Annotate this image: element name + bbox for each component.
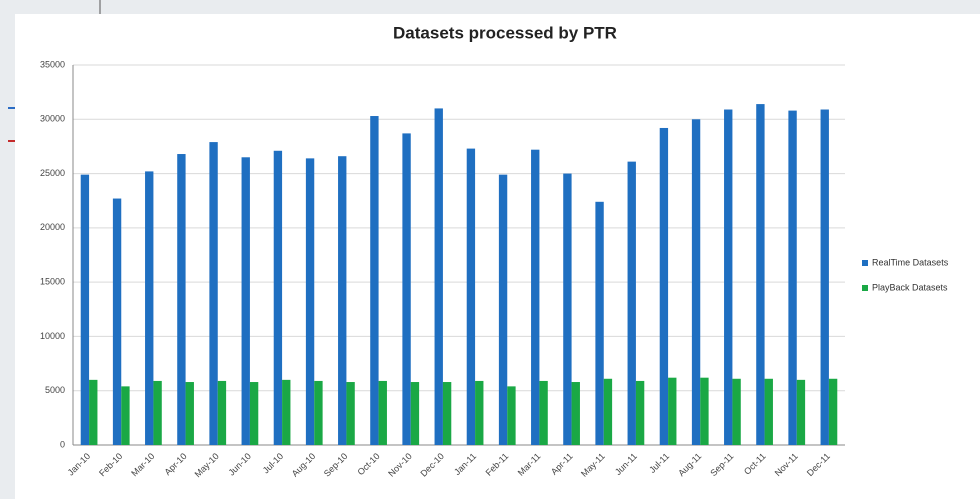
y-tick-label: 25000 [40,168,65,178]
bar [185,382,194,445]
bar [820,109,829,445]
bar [756,104,765,445]
bar [209,142,218,446]
legend-label: RealTime Datasets [872,257,949,267]
bar [402,133,411,445]
bar [796,379,806,445]
chart-title: Datasets processed by PTR [393,23,617,42]
bar [338,156,347,445]
bar [370,116,379,446]
y-tick-label: 5000 [45,385,65,395]
bar [217,380,227,445]
bar [145,171,154,445]
bar [475,380,484,445]
bar [531,149,540,445]
legend-swatch [862,285,868,291]
bar [121,386,130,445]
bar [378,380,387,445]
bar [539,380,548,445]
y-tick-label: 35000 [40,59,65,69]
bar [627,161,636,445]
bar [603,378,613,445]
bar [273,150,283,445]
bar [410,382,420,445]
y-tick-label: 10000 [40,331,65,341]
bar [80,174,90,445]
bar [724,109,733,445]
bar [177,154,186,445]
bar [282,379,291,445]
bar [346,382,355,445]
bar [595,201,604,445]
bar [466,148,476,445]
bar [112,198,122,445]
bar [668,377,677,445]
chart-area [15,14,980,499]
bar [828,378,838,445]
bar [153,380,162,445]
bar [788,110,797,445]
bar [764,378,773,445]
bar [691,119,701,446]
y-tick-label: 30000 [40,114,65,124]
bar [442,382,452,445]
bar [249,382,259,445]
bar [507,386,516,445]
legend-label: PlayBack Datasets [872,282,948,292]
y-tick-label: 15000 [40,277,65,287]
bar [635,380,645,445]
bar [700,377,709,445]
bar [434,108,443,445]
bar [498,174,508,445]
bar [89,379,98,445]
bar [732,378,741,445]
legend-swatch [862,260,868,266]
bar [659,127,669,445]
bar [571,382,580,445]
bar [314,380,323,445]
bar [241,157,250,446]
y-tick-label: 20000 [40,222,65,232]
y-tick-label: 0 [60,439,65,449]
bar [563,173,572,446]
bar [305,158,315,445]
